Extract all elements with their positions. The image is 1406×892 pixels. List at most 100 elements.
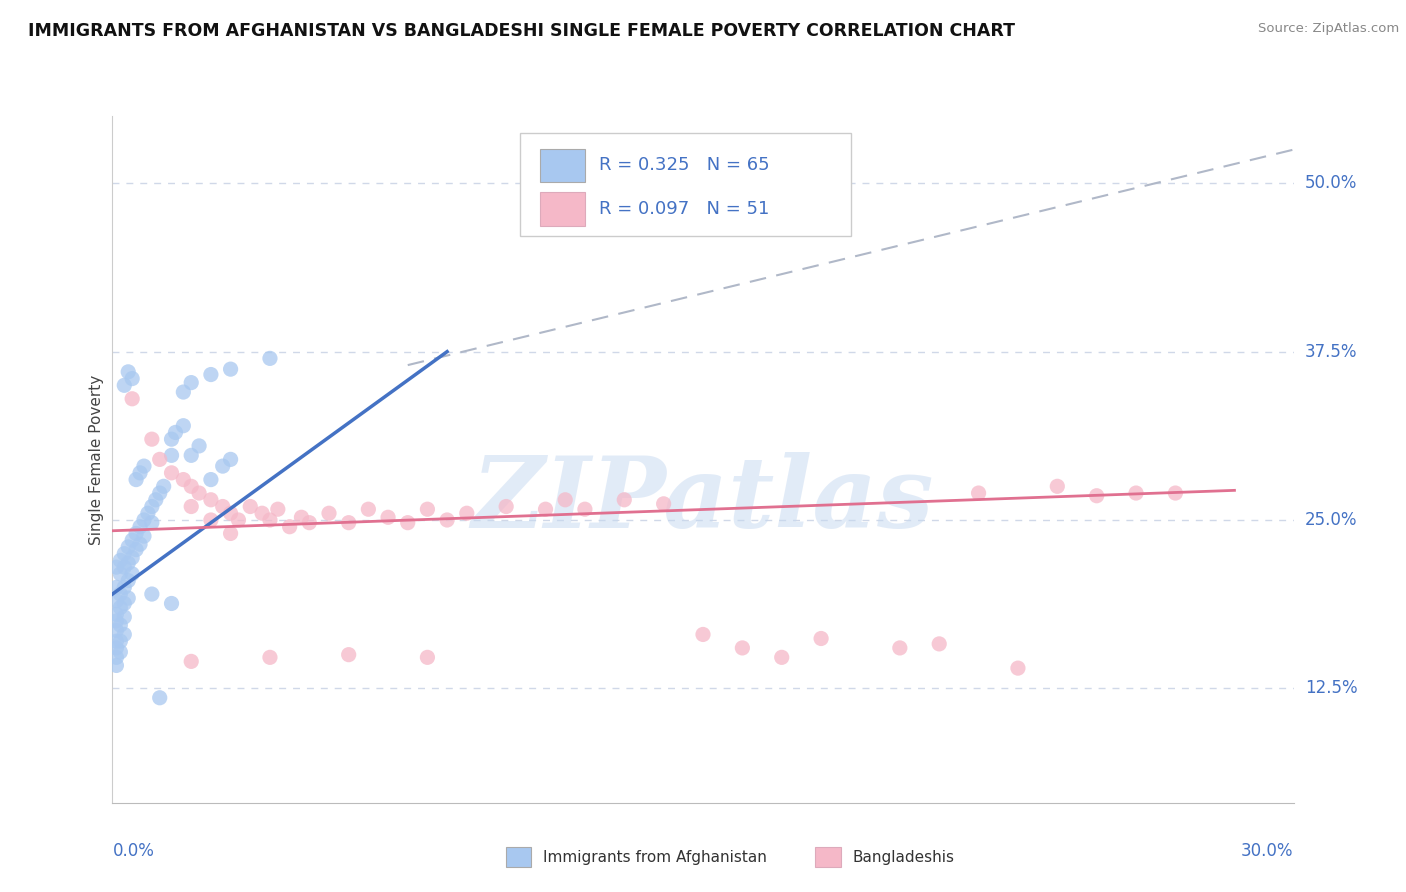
Point — [141, 432, 163, 446]
Point — [112, 597, 135, 611]
Text: Immigrants from Afghanistan: Immigrants from Afghanistan — [543, 850, 766, 864]
Point — [132, 513, 155, 527]
Point — [129, 466, 152, 480]
Point — [495, 500, 517, 514]
Point — [219, 362, 242, 376]
Text: R = 0.097   N = 51: R = 0.097 N = 51 — [599, 200, 769, 218]
Point — [188, 439, 211, 453]
Point — [149, 452, 172, 467]
Point — [149, 486, 172, 500]
Point — [172, 418, 194, 433]
Point — [105, 634, 128, 648]
Point — [110, 553, 132, 567]
Point — [180, 479, 202, 493]
Text: Source: ZipAtlas.com: Source: ZipAtlas.com — [1258, 22, 1399, 36]
Point — [211, 459, 233, 474]
Point — [121, 392, 143, 406]
Point — [692, 627, 714, 641]
Point — [200, 513, 222, 527]
Text: 50.0%: 50.0% — [1305, 174, 1357, 193]
Point — [188, 486, 211, 500]
Point — [180, 654, 202, 668]
Point — [239, 500, 262, 514]
Point — [160, 466, 183, 480]
Point — [211, 500, 233, 514]
Text: 25.0%: 25.0% — [1305, 511, 1357, 529]
Text: IMMIGRANTS FROM AFGHANISTAN VS BANGLADESHI SINGLE FEMALE POVERTY CORRELATION CHA: IMMIGRANTS FROM AFGHANISTAN VS BANGLADES… — [28, 22, 1015, 40]
Point — [1046, 479, 1069, 493]
Point — [105, 594, 128, 608]
Point — [228, 513, 250, 527]
Point — [219, 452, 242, 467]
Point — [117, 556, 139, 570]
Point — [136, 506, 159, 520]
Point — [436, 513, 458, 527]
Point — [141, 587, 163, 601]
Point — [117, 540, 139, 554]
Point — [267, 502, 290, 516]
Text: Bangladeshis: Bangladeshis — [852, 850, 955, 864]
Point — [357, 502, 380, 516]
Point — [105, 624, 128, 638]
Point — [105, 650, 128, 665]
Point — [121, 533, 143, 548]
Point — [928, 637, 950, 651]
Point — [396, 516, 419, 530]
Point — [110, 645, 132, 659]
Point — [129, 537, 152, 551]
Point — [125, 473, 148, 487]
Text: ZIPatlas: ZIPatlas — [472, 452, 934, 549]
Point — [141, 500, 163, 514]
Point — [132, 459, 155, 474]
Point — [416, 502, 439, 516]
Point — [337, 648, 360, 662]
Point — [160, 597, 183, 611]
Point — [1125, 486, 1147, 500]
Point — [1007, 661, 1029, 675]
Point — [117, 365, 139, 379]
Point — [160, 448, 183, 462]
Point — [165, 425, 187, 440]
Point — [117, 574, 139, 588]
Point — [105, 560, 128, 574]
Point — [318, 506, 340, 520]
Text: 12.5%: 12.5% — [1305, 680, 1357, 698]
Point — [219, 526, 242, 541]
Point — [200, 492, 222, 507]
Point — [731, 640, 754, 655]
Point — [105, 607, 128, 622]
Text: 30.0%: 30.0% — [1241, 842, 1294, 860]
Point — [110, 566, 132, 581]
Point — [132, 529, 155, 543]
Point — [125, 526, 148, 541]
Point — [129, 519, 152, 533]
Point — [105, 580, 128, 594]
Point — [337, 516, 360, 530]
Point — [200, 368, 222, 382]
Point — [145, 492, 167, 507]
Point — [200, 473, 222, 487]
Text: 37.5%: 37.5% — [1305, 343, 1357, 360]
FancyBboxPatch shape — [520, 133, 851, 236]
Point — [110, 587, 132, 601]
Text: 0.0%: 0.0% — [112, 842, 155, 860]
Point — [259, 351, 281, 366]
Point — [219, 506, 242, 520]
Point — [121, 550, 143, 565]
Point — [259, 650, 281, 665]
FancyBboxPatch shape — [540, 192, 585, 226]
Point — [534, 502, 557, 516]
Point — [112, 560, 135, 574]
Point — [259, 513, 281, 527]
Point — [1164, 486, 1187, 500]
Point — [105, 614, 128, 628]
Point — [105, 640, 128, 655]
Point — [121, 566, 143, 581]
Point — [112, 610, 135, 624]
Point — [172, 473, 194, 487]
Point — [110, 634, 132, 648]
Point — [574, 502, 596, 516]
Point — [613, 492, 636, 507]
Point — [290, 510, 312, 524]
Point — [810, 632, 832, 646]
